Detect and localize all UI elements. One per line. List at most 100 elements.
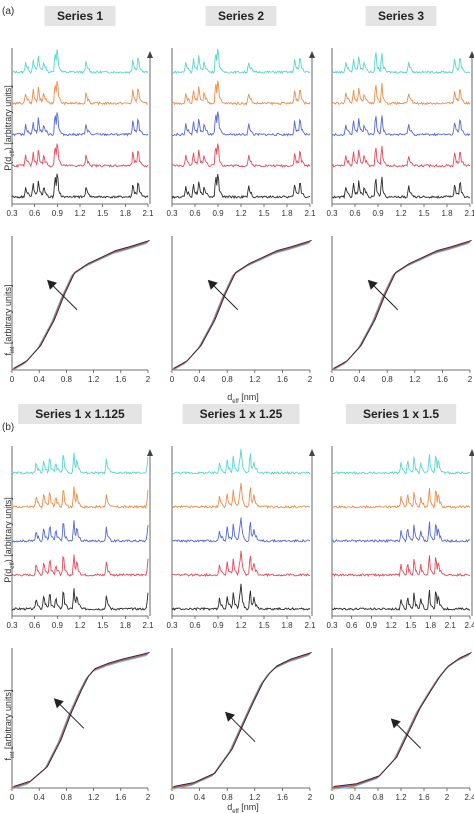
series-line-orange [331, 487, 471, 509]
integral-line-red [172, 652, 311, 788]
direction-arrow-head [390, 718, 401, 729]
panel-b-s2-int: 0 0.4 0.8 1.2 1.6 2 [170, 648, 313, 802]
x-tick-label: 2 [146, 793, 151, 802]
x-tick-label: 0.8 [382, 375, 394, 384]
chart-title: Series 2 [218, 9, 264, 23]
x-tick-label: 1.2 [74, 209, 86, 218]
arrow-head [469, 449, 474, 456]
panel-a-s1-spec: 0.3 0.6 0.9 1.2 1.5 1.8 2.1 Series 1 [6, 6, 154, 218]
integral-line-cyan [10, 243, 147, 372]
x-tick-label: 0.9 [212, 621, 224, 630]
x-tick-label: 1.2 [74, 621, 86, 630]
series-line-cyan [331, 454, 471, 476]
direction-arrow-head [207, 279, 218, 290]
x-tick-label: 0.6 [29, 209, 41, 218]
series-line-orange [171, 482, 310, 510]
x-tick-label: 0.8 [222, 375, 234, 384]
direction-arrow [209, 281, 239, 311]
x-tick-label: 1.8 [281, 621, 293, 630]
x-tick-label: 0.6 [29, 621, 41, 630]
x-tick-label: 0.3 [166, 621, 178, 630]
integral-line-blue [11, 653, 149, 789]
x-tick-label: 0.9 [52, 209, 64, 218]
x-tick-label: 1.2 [386, 621, 398, 630]
panel-b-s1-spec: 0.3 0.6 0.9 1.2 1.5 1.8 2.1 Series 1 x 1.125 [6, 404, 154, 630]
x-tick-label: 1.6 [115, 375, 127, 384]
integral-line-blue [11, 241, 149, 371]
series-line-cyan [11, 49, 149, 75]
x-tick-label: 1.6 [418, 793, 430, 802]
arrow-head [469, 51, 474, 58]
series-line-red [331, 145, 471, 168]
series-line-black [171, 174, 311, 200]
series-line-blue [331, 521, 471, 543]
chart-title-bg [205, 6, 277, 26]
integral-line-blue [171, 653, 311, 789]
x-tick-label: 0.9 [366, 621, 378, 630]
series-line-orange [11, 80, 149, 106]
x-tick-label: 2.1 [142, 621, 154, 630]
series-line-black [11, 588, 149, 611]
integral-line-cyan [170, 243, 309, 372]
chart-title-bg [44, 6, 116, 26]
direction-arrow [226, 713, 256, 743]
panel-a-s1-int: 0 0.4 0.8 1.2 1.6 2 [10, 236, 151, 384]
series-line-red [331, 555, 471, 578]
direction-arrow-head [367, 279, 378, 290]
x-tick-label: 0.8 [61, 375, 73, 384]
x-tick-label: 2.1 [304, 621, 316, 630]
x-tick-label: 1.5 [418, 209, 430, 218]
integral-line-orange [330, 242, 470, 372]
series-line-blue [11, 520, 149, 543]
x-tick-label: 0.9 [372, 209, 384, 218]
x-tick-label: 2 [468, 375, 473, 384]
series-line-black [171, 583, 311, 612]
integral-line-red [332, 240, 471, 370]
series-line-cyan [11, 452, 149, 475]
integral-line-black [13, 651, 150, 787]
ylabel-spectrum-b: P(deff) [arbitrary units] [3, 497, 16, 583]
panel-b-s3-spec: 0.3 0.6 0.9 1.2 1.5 1.8 2.1 2.4 Series 1 x 1.5 [326, 404, 474, 630]
series-line-orange [331, 83, 471, 106]
x-tick-label: 0.4 [194, 375, 206, 384]
x-tick-label: 2.1 [304, 209, 316, 218]
series-line-red [11, 143, 149, 168]
integral-line-red [332, 652, 471, 788]
x-tick-label: 1.2 [235, 209, 247, 218]
series-line-cyan [171, 48, 311, 75]
ylabel-integral-a: fint [arbitrary units] [3, 285, 16, 356]
integral-line-red [12, 240, 149, 370]
x-tick-label: 1.8 [281, 209, 293, 218]
direction-arrow-head [47, 279, 57, 290]
x-tick-label: 0.3 [326, 209, 338, 218]
series-line-black [331, 176, 471, 200]
panel-label-a: (a) [2, 6, 14, 17]
panel-a-s3-int: 0 0.4 0.8 1.2 1.6 2 [330, 236, 473, 384]
ylabel-spectrum-a: P(deff) [arbitrary units] [3, 85, 16, 171]
axis-frame [11, 236, 148, 371]
x-tick-label: 1.8 [120, 209, 132, 218]
x-tick-label: 0 [10, 375, 15, 384]
x-tick-label: 1.6 [277, 375, 289, 384]
panel-b-s3-int: 0 0.4 0.8 1.2 1.6 2 2.4 [330, 648, 474, 802]
x-tick-label: 1.2 [249, 375, 261, 384]
x-tick-label: 0.3 [6, 209, 18, 218]
x-tick-label: 1.2 [395, 209, 407, 218]
integral-line-orange [170, 242, 310, 372]
direction-arrow [48, 281, 78, 311]
xlabel-a: deff [nm] [227, 392, 259, 405]
x-tick-label: 1.2 [409, 375, 421, 384]
x-tick-label: 1.6 [277, 793, 289, 802]
x-tick-label: 0.3 [166, 209, 178, 218]
x-tick-label: 0 [170, 793, 175, 802]
series-line-black [331, 589, 471, 611]
direction-arrow [392, 720, 422, 749]
x-tick-label: 1.2 [395, 793, 407, 802]
x-tick-label: 1.5 [405, 621, 417, 630]
x-tick-label: 1.2 [249, 793, 261, 802]
x-tick-label: 2.1 [464, 209, 474, 218]
x-tick-label: 1.5 [97, 621, 109, 630]
integral-line-black [333, 239, 472, 369]
direction-arrow-head [225, 711, 235, 722]
x-tick-label: 0.3 [326, 621, 338, 630]
